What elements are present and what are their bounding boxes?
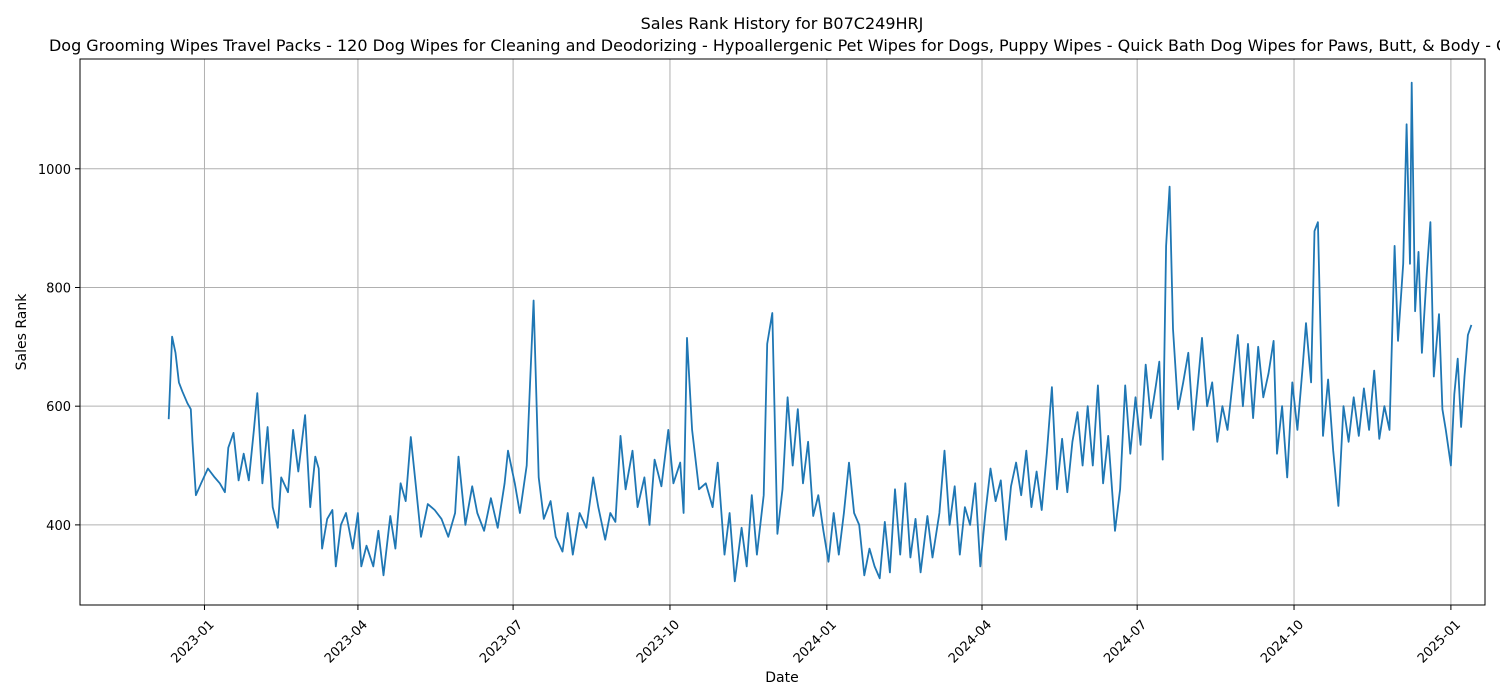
x-tick-label: 2024-01 <box>791 617 840 666</box>
x-tick-label: 2023-10 <box>634 617 683 666</box>
x-tick-label: 2024-04 <box>946 617 995 666</box>
x-axis: 2023-01 2023-04 2023-07 2023-10 2024-01 2024-… <box>168 605 1464 666</box>
x-tick-label: 2024-10 <box>1258 617 1307 666</box>
x-tick-label: 2023-07 <box>477 617 526 666</box>
y-axis-label: Sales Rank <box>14 293 30 371</box>
chart-subtitle: Dog Grooming Wipes Travel Packs - 120 Do… <box>49 36 1500 55</box>
x-tick-label: 2023-01 <box>168 617 217 666</box>
x-tick-label: 2025-01 <box>1415 617 1464 666</box>
sales-rank-line <box>167 81 1473 583</box>
series-layer <box>167 81 1473 583</box>
x-tick-label: 2024-07 <box>1101 617 1150 666</box>
grid <box>80 59 1485 605</box>
plot-frame <box>79 58 1486 606</box>
y-tick-label: 800 <box>46 281 71 296</box>
x-axis-label: Date <box>765 670 798 686</box>
y-axis: 400 600 800 1000 <box>38 163 80 534</box>
y-tick-label: 1000 <box>38 163 71 178</box>
y-tick-label: 400 <box>46 519 71 534</box>
chart-title: Sales Rank History for B07C249HRJ <box>641 14 924 33</box>
x-tick-label: 2023-04 <box>322 617 371 666</box>
y-tick-label: 600 <box>46 400 71 415</box>
